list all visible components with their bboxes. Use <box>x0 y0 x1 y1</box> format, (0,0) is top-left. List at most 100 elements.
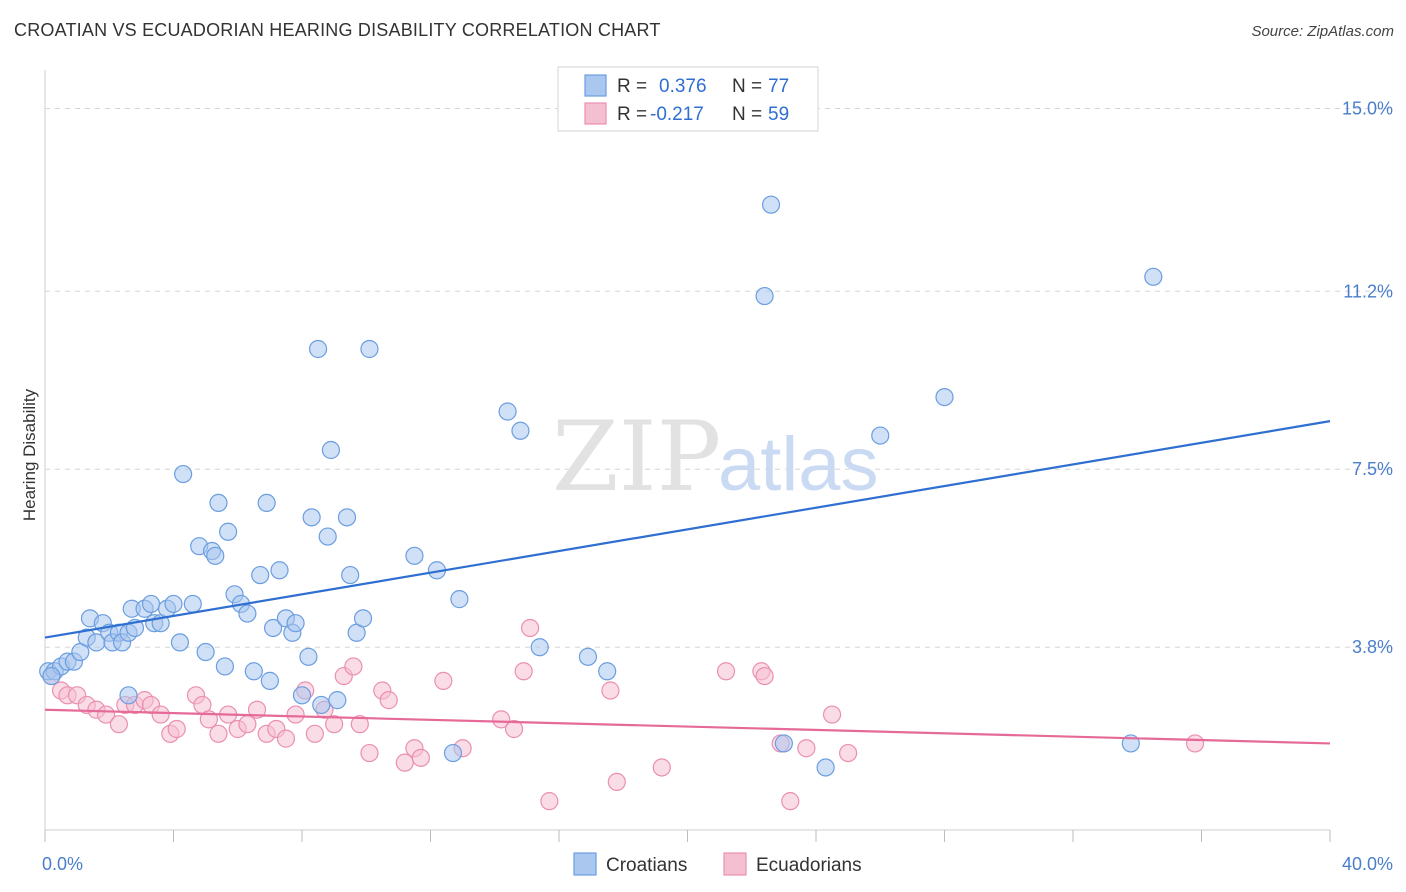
croatians-point-29 <box>206 546 225 565</box>
croatians-point-68 <box>755 286 774 306</box>
croatians-trendline <box>44 420 1331 639</box>
ecuadorians-point-44 <box>514 662 533 681</box>
croatians-point-40 <box>263 618 283 638</box>
ecuadorians-point-25 <box>276 729 296 748</box>
croatians-point-30 <box>209 493 228 513</box>
croatians-point-27 <box>196 642 215 662</box>
legend-r-label-1: R = <box>617 76 647 97</box>
ecuadorians-point-34 <box>360 743 379 763</box>
legend-n-label-2: N = <box>732 104 762 125</box>
legend-n-label-1: N = <box>732 76 762 97</box>
ecuadorians-trendline <box>44 708 1331 745</box>
legend: R = 0.376 N = 77 R = -0.217 N = 59 <box>557 66 819 132</box>
ecuadorians-point-14 <box>167 719 186 739</box>
croatians-point-52 <box>328 691 347 710</box>
trendlines <box>44 420 1331 745</box>
y-tick-label-0: 3.8% <box>1352 637 1393 657</box>
croatians-point-76 <box>42 666 61 686</box>
ecuadorians-point-49 <box>652 758 671 777</box>
bottom-legend-swatch-ecuadorians <box>723 852 747 876</box>
croatians-point-36 <box>244 662 263 681</box>
ecuadorians-point-53 <box>781 792 800 811</box>
x-tick-labels: 0.0% 40.0% <box>42 854 1393 874</box>
croatians-point-73 <box>935 387 954 407</box>
ecuadorians-point-21 <box>238 715 257 734</box>
ecuadorians-point-18 <box>209 724 228 743</box>
ecuadorians-point-22 <box>247 700 267 719</box>
croatians-point-41 <box>270 561 289 580</box>
legend-n-value-2: 59 <box>768 104 789 125</box>
ecuadorians-point-45 <box>520 618 540 638</box>
croatians-point-70 <box>774 734 793 753</box>
ecuadorians-point-39 <box>411 748 430 767</box>
legend-r-value-2: -0.217 <box>650 104 704 125</box>
croatians-point-58 <box>119 686 138 705</box>
ecuadorians-point-58 <box>755 666 774 686</box>
watermark-zip: ZIP <box>552 401 721 513</box>
ecuadorians-point-7 <box>109 715 128 734</box>
ecuadorians-point-33 <box>350 715 369 734</box>
croatians-point-49 <box>312 695 331 715</box>
croatians-point-65 <box>530 638 549 657</box>
ecuadorians-point-26 <box>286 705 305 724</box>
y-tick-label-3: 15.0% <box>1342 98 1393 118</box>
y-tick-label-1: 7.5% <box>1352 459 1393 479</box>
ecuadorians-point-40 <box>434 671 453 690</box>
croatians-point-51 <box>321 440 341 460</box>
croatians-point-53 <box>337 508 357 527</box>
bottom-legend-swatch-croatians <box>573 852 597 876</box>
croatians-point-32 <box>219 522 238 541</box>
croatians-point-71 <box>816 758 835 777</box>
legend-swatch-ecuadorians <box>584 102 607 125</box>
ecuadorians-point-56 <box>839 743 858 763</box>
croatians-point-35 <box>238 604 257 623</box>
legend-r-label-2: R = <box>617 104 647 125</box>
y-tick-labels: 3.8% 7.5% 11.2% 15.0% <box>1342 98 1393 657</box>
watermark-atlas: atlas <box>718 422 879 507</box>
croatians-point-31 <box>215 657 234 676</box>
bottom-legend-croatians: Croatians <box>606 855 687 876</box>
ecuadorians-point-43 <box>504 719 524 739</box>
croatians-point-25 <box>183 594 202 614</box>
croatians-point-57 <box>360 339 379 359</box>
ecuadorians-point-42 <box>492 710 511 729</box>
ecuadorians-point-54 <box>797 739 816 758</box>
croatians-point-56 <box>353 609 373 628</box>
watermark: ZIP atlas <box>552 401 879 513</box>
croatians-point-66 <box>578 647 598 666</box>
ecuadorians-point-12 <box>151 705 170 724</box>
croatians-point-22 <box>164 594 183 614</box>
croatians-point-50 <box>318 527 337 546</box>
legend-r-value-1: 0.376 <box>659 76 707 97</box>
croatians-point-63 <box>498 402 517 421</box>
chart-title: CROATIAN VS ECUADORIAN HEARING DISABILIT… <box>14 20 661 40</box>
croatians-point-64 <box>511 421 530 440</box>
y-tick-label-2: 11.2% <box>1343 281 1393 301</box>
croatians-point-69 <box>761 195 781 214</box>
croatians-point-62 <box>450 590 469 609</box>
gridlines <box>45 107 1390 648</box>
legend-swatch-croatians <box>584 74 607 97</box>
x-tick-label-0: 0.0% <box>42 854 83 874</box>
source-label: Source: ZipAtlas.com <box>1251 23 1394 40</box>
croatians-point-23 <box>170 633 190 652</box>
ecuadorians-point-28 <box>305 724 324 743</box>
ecuadorians-point-36 <box>379 691 398 710</box>
croatians-point-59 <box>405 546 424 565</box>
croatians-point-18 <box>141 594 161 614</box>
ecuadorians-point-46 <box>540 792 559 811</box>
x-ticks <box>44 830 1331 842</box>
croatians-point-45 <box>292 686 312 705</box>
croatians-point-72 <box>871 426 890 445</box>
bottom-legend: Croatians Ecuadorians <box>573 852 862 876</box>
croatians-point-54 <box>341 565 360 585</box>
croatians-point-37 <box>251 565 270 585</box>
ecuadorians-point-30 <box>325 715 344 734</box>
croatians-point-48 <box>308 339 328 359</box>
x-tick-label-1: 40.0% <box>1342 854 1393 874</box>
croatians-point-24 <box>174 464 193 484</box>
ecuadorians-point-48 <box>607 772 626 791</box>
croatians-point-75 <box>1144 267 1163 286</box>
ecuadorians-point-37 <box>395 753 414 772</box>
croatians-point-39 <box>260 671 279 690</box>
